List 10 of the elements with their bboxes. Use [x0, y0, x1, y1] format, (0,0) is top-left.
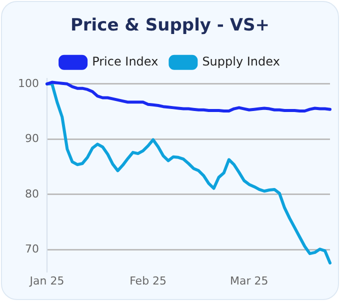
y-tick-label: 100 [18, 76, 39, 90]
y-tick-label: 70 [24, 242, 39, 256]
legend-label: Supply Index [202, 54, 280, 69]
legend-label: Price Index [92, 54, 158, 69]
x-tick-label: Jan 25 [28, 274, 64, 288]
chart-title: Price & Supply - VS+ [70, 16, 270, 36]
y-tick-label: 80 [24, 187, 39, 200]
x-tick-label: Feb 25 [130, 274, 167, 288]
y-tick-label: 90 [24, 132, 39, 146]
x-tick-label: Mar 25 [230, 274, 268, 288]
